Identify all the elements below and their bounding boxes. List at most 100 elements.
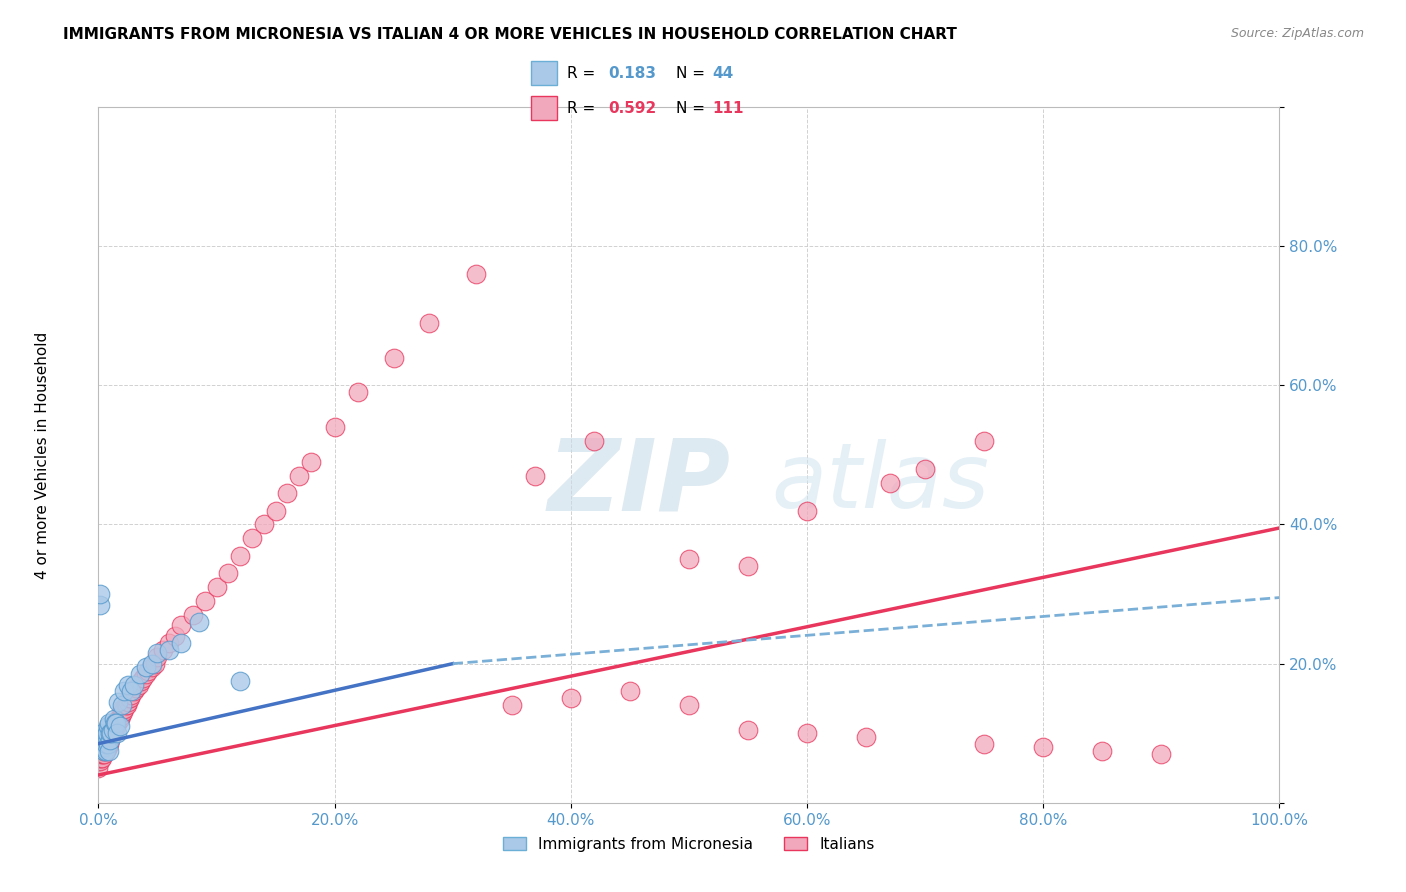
- Point: [181, 607, 204, 622]
- Point: [96, 726, 118, 740]
- Point: [101, 723, 124, 737]
- Point: [1032, 740, 1054, 755]
- Point: [796, 726, 818, 740]
- Point: [100, 726, 122, 740]
- Point: [97, 737, 120, 751]
- Point: [108, 719, 131, 733]
- Point: [93, 740, 115, 755]
- Point: [90, 737, 112, 751]
- Point: [105, 715, 128, 730]
- Point: [121, 688, 143, 702]
- Point: [105, 726, 128, 740]
- Point: [110, 708, 132, 723]
- Point: [112, 702, 135, 716]
- Text: 0.183: 0.183: [609, 66, 657, 81]
- Point: [91, 740, 114, 755]
- Point: [187, 615, 209, 629]
- Point: [94, 737, 117, 751]
- Point: [125, 681, 148, 695]
- Point: [240, 532, 263, 546]
- Point: [107, 695, 129, 709]
- Point: [90, 744, 112, 758]
- Point: [128, 677, 150, 691]
- Point: [91, 733, 114, 747]
- Point: [97, 740, 120, 755]
- Point: [111, 706, 134, 720]
- Point: [91, 726, 114, 740]
- Point: [98, 733, 121, 747]
- Point: [128, 667, 150, 681]
- Point: [132, 671, 155, 685]
- Point: [117, 677, 139, 691]
- Point: [93, 744, 115, 758]
- Point: [583, 434, 606, 448]
- Point: [98, 737, 121, 751]
- Point: [103, 719, 125, 733]
- Point: [855, 730, 877, 744]
- Point: [93, 730, 115, 744]
- Point: [114, 698, 136, 713]
- Point: [105, 715, 128, 730]
- Point: [678, 698, 700, 713]
- Point: [98, 733, 121, 747]
- Point: [91, 733, 114, 747]
- Point: [91, 744, 114, 758]
- Point: [90, 740, 112, 755]
- Point: [94, 744, 117, 758]
- Point: [94, 744, 117, 758]
- Point: [90, 750, 112, 764]
- Point: [141, 657, 163, 671]
- Point: [91, 747, 114, 761]
- Point: [94, 740, 117, 755]
- Text: 111: 111: [713, 101, 744, 116]
- Point: [90, 730, 112, 744]
- Text: R =: R =: [567, 66, 600, 81]
- Point: [96, 740, 118, 755]
- Point: [141, 660, 163, 674]
- Point: [93, 744, 115, 758]
- Point: [1091, 744, 1114, 758]
- Point: [91, 737, 114, 751]
- Point: [89, 587, 111, 601]
- Point: [136, 664, 159, 678]
- Point: [91, 737, 114, 751]
- Point: [229, 674, 252, 689]
- Point: [96, 733, 118, 747]
- Point: [90, 747, 112, 761]
- FancyBboxPatch shape: [530, 96, 557, 120]
- Text: IMMIGRANTS FROM MICRONESIA VS ITALIAN 4 OR MORE VEHICLES IN HOUSEHOLD CORRELATIO: IMMIGRANTS FROM MICRONESIA VS ITALIAN 4 …: [63, 27, 957, 42]
- Point: [524, 468, 547, 483]
- Point: [89, 750, 111, 764]
- Point: [87, 754, 110, 768]
- Point: [93, 740, 115, 755]
- Point: [347, 385, 370, 400]
- Point: [152, 642, 174, 657]
- Point: [103, 723, 125, 737]
- Point: [98, 726, 121, 740]
- Point: [97, 737, 120, 751]
- Point: [194, 594, 217, 608]
- Text: Source: ZipAtlas.com: Source: ZipAtlas.com: [1230, 27, 1364, 40]
- Point: [122, 684, 145, 698]
- Text: 44: 44: [713, 66, 734, 81]
- Y-axis label: 4 or more Vehicles in Household: 4 or more Vehicles in Household: [35, 331, 49, 579]
- Point: [879, 475, 901, 490]
- Point: [121, 684, 143, 698]
- Point: [97, 733, 120, 747]
- Legend: Immigrants from Micronesia, Italians: Immigrants from Micronesia, Italians: [498, 830, 880, 858]
- Point: [560, 691, 582, 706]
- Point: [93, 737, 115, 751]
- Point: [104, 719, 127, 733]
- Point: [1150, 747, 1173, 761]
- Point: [112, 684, 135, 698]
- Point: [91, 744, 114, 758]
- Point: [87, 747, 110, 761]
- Point: [418, 316, 440, 330]
- Point: [157, 642, 180, 657]
- Point: [100, 726, 122, 740]
- Point: [98, 726, 121, 740]
- Point: [111, 698, 134, 713]
- Point: [91, 740, 114, 755]
- Point: [205, 580, 228, 594]
- Point: [135, 667, 157, 681]
